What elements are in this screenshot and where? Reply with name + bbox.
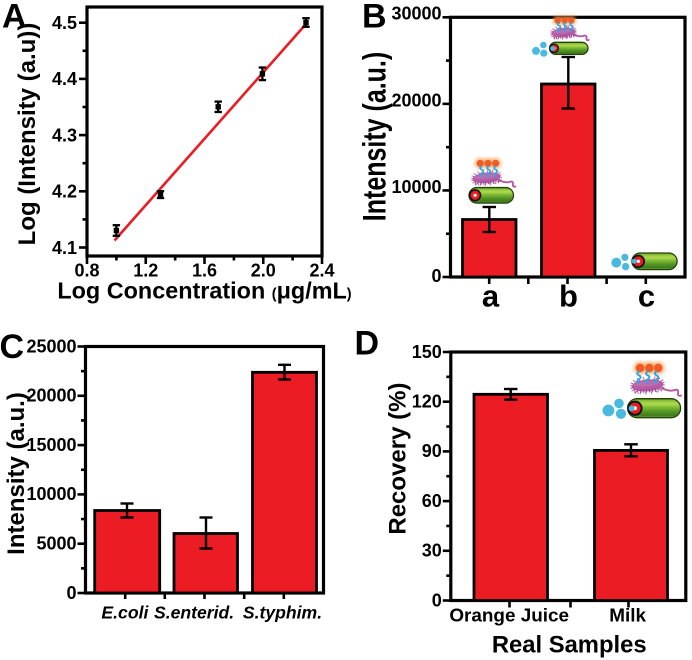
svg-text:5000: 5000 [36,534,76,554]
svg-text:c: c [638,279,655,314]
svg-text:A: A [2,0,27,36]
svg-text:30: 30 [422,541,442,561]
svg-text:1.6: 1.6 [192,261,217,281]
svg-text:C: C [0,328,24,366]
svg-text:10000: 10000 [391,177,441,197]
svg-text:2.0: 2.0 [251,261,276,281]
svg-text:60: 60 [422,491,442,511]
svg-text:Orange Juice: Orange Juice [449,605,569,626]
svg-text:20000: 20000 [26,386,76,406]
svg-text:30000: 30000 [391,3,441,23]
svg-text:15000: 15000 [26,435,76,455]
svg-text:B: B [362,0,387,36]
svg-text:Intensity (a.u.): Intensity (a.u.) [357,52,393,221]
svg-text:Log (Intensity (a.u)): Log (Intensity (a.u)) [14,23,41,246]
svg-text:0.8: 0.8 [74,261,99,281]
svg-text:2.4: 2.4 [309,261,334,281]
svg-text:1.2: 1.2 [133,261,158,281]
svg-text:0: 0 [66,583,76,603]
svg-text:b: b [559,279,578,314]
svg-text:Log Concentration (μg/mL): Log Concentration (μg/mL) [57,278,351,304]
svg-text:0: 0 [431,266,441,286]
svg-text:4.5: 4.5 [52,13,77,33]
svg-text:4.3: 4.3 [52,125,77,145]
svg-text:90: 90 [422,441,442,461]
svg-text:10000: 10000 [26,484,76,504]
svg-text:0: 0 [432,590,442,610]
svg-text:4.2: 4.2 [52,182,77,202]
svg-text:150: 150 [412,342,442,362]
svg-text:4.1: 4.1 [52,238,77,258]
svg-text:a: a [482,279,500,314]
svg-text:Recovery (%): Recovery (%) [384,383,411,535]
svg-text:E.coli: E.coli [101,603,149,623]
svg-text:Milk: Milk [609,605,646,626]
svg-text:D: D [355,325,380,363]
svg-text:25000: 25000 [26,336,76,356]
svg-text:120: 120 [412,392,442,412]
svg-text:Intensity (a.u.): Intensity (a.u.) [3,392,30,555]
svg-text:S.enterid.: S.enterid. [154,603,234,623]
svg-text:4.4: 4.4 [52,69,77,89]
svg-text:Real Samples: Real Samples [492,631,647,658]
svg-text:S.typhim.: S.typhim. [243,603,322,623]
svg-text:20000: 20000 [391,91,441,111]
